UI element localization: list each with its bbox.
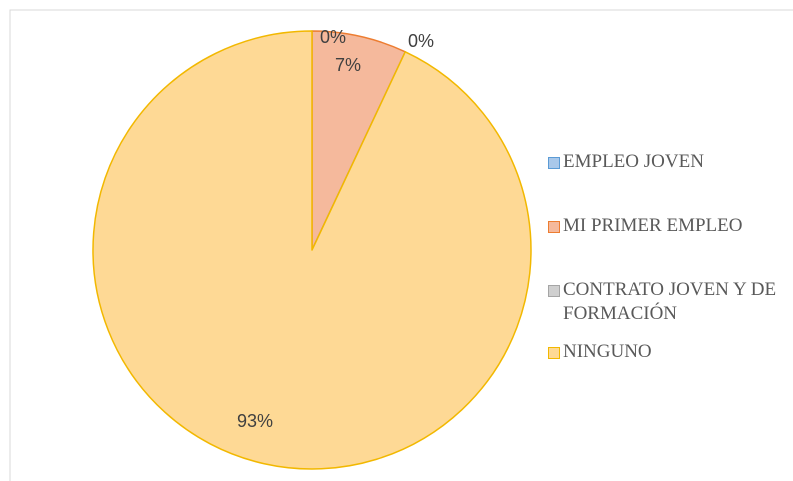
legend-swatch — [548, 285, 560, 297]
legend-item: EMPLEO JOVEN — [548, 150, 788, 174]
pie-slice — [92, 30, 532, 470]
legend-swatch — [548, 221, 560, 233]
legend-label: MI PRIMER EMPLEO — [563, 215, 743, 236]
chart-frame — [9, 9, 793, 481]
data-label: 0% — [320, 27, 346, 47]
legend-item: NINGUNO — [548, 340, 788, 364]
data-label: 7% — [335, 55, 361, 75]
legend-label: EMPLEO JOVEN — [563, 151, 704, 172]
legend-label: NINGUNO — [563, 341, 652, 362]
legend-label: CONTRATO JOVEN Y DE FORMACIÓN — [563, 279, 777, 324]
data-label: 93% — [237, 411, 273, 431]
legend-swatch — [548, 157, 560, 169]
legend-item: MI PRIMER EMPLEO — [548, 214, 788, 238]
data-label: 0% — [408, 31, 434, 51]
legend-item: CONTRATO JOVEN Y DE FORMACIÓN — [548, 278, 788, 326]
legend-swatch — [548, 347, 560, 359]
